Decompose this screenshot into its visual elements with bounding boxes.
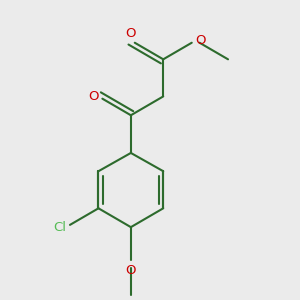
- Text: Cl: Cl: [53, 220, 66, 234]
- Text: O: O: [88, 90, 98, 103]
- Text: O: O: [126, 28, 136, 40]
- Text: O: O: [126, 264, 136, 277]
- Text: O: O: [196, 34, 206, 47]
